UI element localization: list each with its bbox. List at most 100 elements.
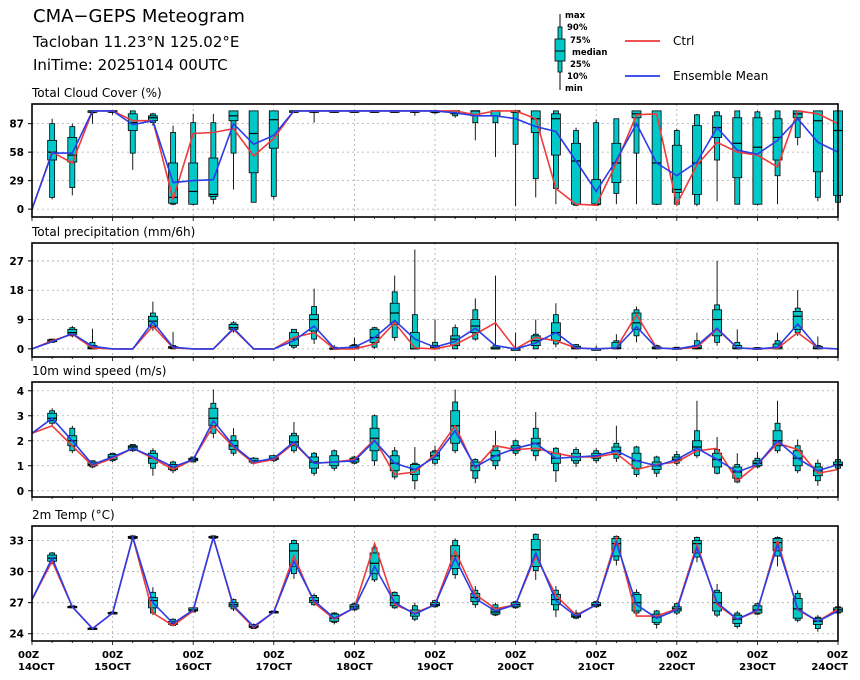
box-plot [752, 110, 763, 206]
y-tick-label: 18 [9, 285, 24, 297]
x-tick-label-time: 00Z [263, 650, 284, 661]
y-tick-label: 27 [9, 598, 24, 610]
panel-title: Total Cloud Cover (%) [31, 86, 162, 100]
panel-1 [28, 242, 839, 361]
x-tick-label-date: 24OCT [811, 662, 848, 673]
box-p25-p75 [651, 110, 662, 205]
box-p25-p75 [571, 142, 581, 205]
box-p25-p75 [530, 110, 541, 133]
x-tick-label-date: 22OCT [659, 662, 696, 673]
box-p10-p90 [512, 110, 519, 145]
x-tick-label-time: 00Z [183, 650, 204, 661]
box-plot [168, 125, 178, 206]
box-p25-p75 [752, 117, 763, 205]
box-plot [792, 290, 803, 336]
y-tick-label: 27 [9, 256, 24, 268]
y-tick-label: 87 [9, 119, 24, 131]
legend-box-label: max [565, 11, 586, 21]
legend-ctrl-label: Ctrl [673, 34, 694, 48]
box-p25-p75 [268, 110, 279, 149]
legend-box-label: 75% [570, 36, 591, 46]
box-plot [712, 260, 722, 346]
box-p25-p75 [188, 162, 199, 205]
y-tick-label: 1 [17, 461, 24, 473]
y-tick-label: 0 [17, 204, 24, 216]
box-plot [470, 298, 481, 341]
chart-title: CMA−GEPS Meteogram [33, 6, 245, 27]
box-plot [591, 119, 602, 207]
x-tick-label-date: 14OCT [18, 662, 55, 673]
box-plot [289, 422, 299, 454]
box-p25-p75 [47, 412, 58, 422]
panel-frame [31, 525, 839, 642]
legend-box-label: min [565, 84, 583, 94]
box-plot [329, 449, 340, 471]
box-plot [792, 110, 803, 146]
box-plot [188, 113, 199, 206]
box-plot [490, 275, 501, 350]
box-p25-p75 [732, 117, 743, 179]
box-plot [671, 128, 682, 207]
x-tick-label-date: 23OCT [739, 662, 776, 673]
legend-box-label: median [572, 48, 607, 58]
box-plot [450, 389, 461, 454]
y-tick-label: 0 [17, 344, 24, 356]
box-plot [510, 110, 521, 207]
box-p25-p75 [309, 314, 320, 332]
box-p25-p75 [692, 125, 702, 195]
box-p25-p75 [67, 137, 78, 163]
panel-0 [28, 103, 843, 221]
box-p25-p75 [369, 328, 380, 343]
box-p25-p75 [712, 309, 722, 337]
y-tick-label: 3 [17, 411, 24, 423]
box-p25-p75 [792, 310, 803, 330]
box-plot [571, 127, 581, 207]
legend-box-label: 25% [570, 60, 591, 70]
x-tick-label-date: 18OCT [336, 662, 373, 673]
box-plot [530, 110, 541, 198]
legend-mean-label: Ensemble Mean [673, 69, 768, 83]
box-p25-p75 [389, 302, 400, 325]
init-time-label: IniTime: 20251014 00UTC [33, 56, 228, 74]
box-plot [430, 319, 440, 350]
y-tick-label: 33 [9, 536, 24, 548]
x-tick-label-time: 00Z [18, 650, 39, 661]
box-plot [228, 321, 239, 333]
panel-title: 10m wind speed (m/s) [32, 364, 166, 378]
box-p10-p90 [49, 123, 56, 198]
box-plot [409, 249, 420, 350]
x-tick-label-time: 00Z [827, 650, 848, 661]
box-plot [208, 113, 219, 205]
panel-title: Total precipitation (mm/6h) [31, 225, 195, 239]
x-tick-label-date: 21OCT [578, 662, 615, 673]
legend-box-label: 90% [567, 23, 588, 33]
x-tick-label-time: 00Z [344, 650, 365, 661]
box-plot [67, 123, 78, 196]
y-tick-label: 30 [9, 567, 24, 579]
box-p25-p75 [551, 113, 561, 156]
y-tick-label: 9 [17, 315, 24, 327]
box-plot [732, 110, 743, 205]
box-plot [812, 110, 823, 202]
panel-3 [28, 525, 843, 645]
panel-2 [28, 381, 843, 501]
box-plot [752, 452, 763, 469]
box-p25-p75 [289, 435, 299, 447]
x-tick-label-time: 00Z [586, 650, 607, 661]
x-tick-label-date: 19OCT [417, 662, 454, 673]
box-plot [389, 275, 400, 341]
box-plot [772, 400, 783, 454]
box-plot [631, 306, 642, 343]
box-plot [692, 113, 702, 207]
y-tick-label: 0 [17, 486, 24, 498]
box-plot [47, 408, 58, 426]
y-tick-label: 2 [17, 436, 24, 448]
box-plot [147, 448, 158, 476]
box-p25-p75 [329, 455, 340, 467]
legend-outer-box [554, 38, 566, 62]
x-tick-label-time: 00Z [666, 650, 687, 661]
box-plot [369, 545, 380, 582]
panel-title: 2m Temp (°C) [32, 508, 115, 522]
box-p10-p90 [129, 110, 136, 154]
